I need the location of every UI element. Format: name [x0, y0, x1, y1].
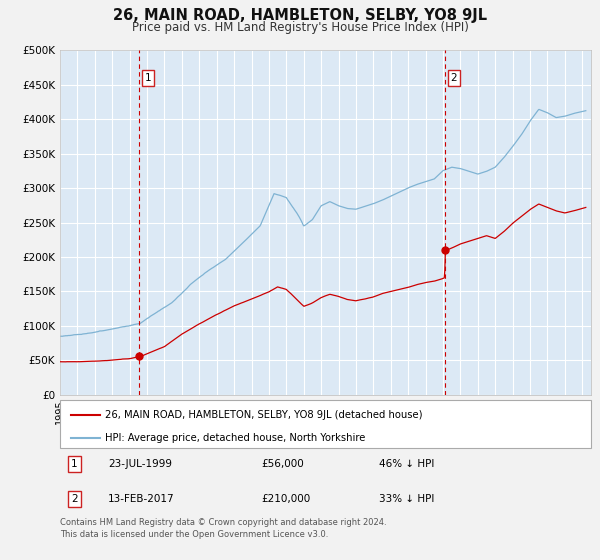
Text: 46% ↓ HPI: 46% ↓ HPI [379, 459, 434, 469]
Text: 26, MAIN ROAD, HAMBLETON, SELBY, YO8 9JL (detached house): 26, MAIN ROAD, HAMBLETON, SELBY, YO8 9JL… [105, 410, 422, 419]
Text: 13-FEB-2017: 13-FEB-2017 [108, 494, 175, 504]
Text: 23-JUL-1999: 23-JUL-1999 [108, 459, 172, 469]
Text: 1: 1 [71, 459, 77, 469]
Text: £210,000: £210,000 [262, 494, 311, 504]
Text: £56,000: £56,000 [262, 459, 305, 469]
Text: HPI: Average price, detached house, North Yorkshire: HPI: Average price, detached house, Nort… [105, 432, 365, 442]
Text: 33% ↓ HPI: 33% ↓ HPI [379, 494, 434, 504]
FancyBboxPatch shape [60, 400, 591, 448]
Text: 26, MAIN ROAD, HAMBLETON, SELBY, YO8 9JL: 26, MAIN ROAD, HAMBLETON, SELBY, YO8 9JL [113, 8, 487, 24]
Text: Price paid vs. HM Land Registry's House Price Index (HPI): Price paid vs. HM Land Registry's House … [131, 21, 469, 34]
Text: 2: 2 [71, 494, 77, 504]
Text: This data is licensed under the Open Government Licence v3.0.: This data is licensed under the Open Gov… [60, 530, 328, 539]
Text: 1: 1 [145, 73, 151, 83]
Text: Contains HM Land Registry data © Crown copyright and database right 2024.: Contains HM Land Registry data © Crown c… [60, 518, 386, 527]
Text: 2: 2 [451, 73, 457, 83]
